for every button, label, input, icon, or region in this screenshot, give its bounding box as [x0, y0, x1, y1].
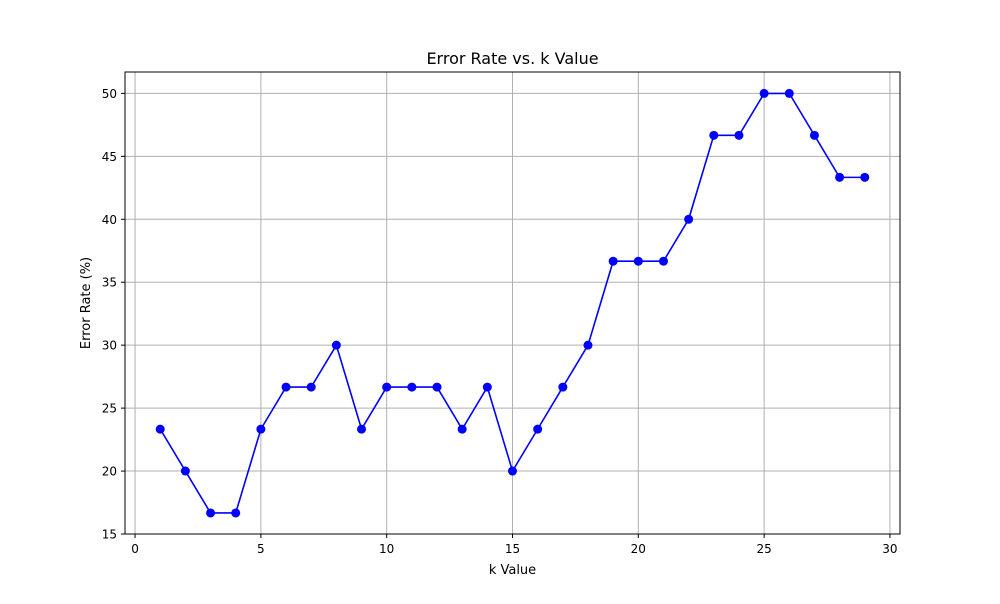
- y-tick-label: 15: [102, 528, 117, 542]
- chart-title: Error Rate vs. k Value: [426, 49, 598, 68]
- data-point: [860, 172, 870, 182]
- data-point: [533, 424, 543, 434]
- data-point: [155, 424, 165, 434]
- x-tick-label: 20: [631, 542, 646, 556]
- data-point: [583, 340, 593, 350]
- y-tick-label: 25: [102, 402, 117, 416]
- x-tick-label: 15: [505, 542, 520, 556]
- series-layer: [155, 88, 870, 518]
- data-point: [331, 340, 341, 350]
- data-point: [759, 88, 769, 98]
- data-point: [508, 466, 517, 476]
- data-point: [231, 508, 241, 518]
- data-point: [734, 130, 744, 140]
- data-point: [180, 466, 190, 476]
- data-point: [784, 88, 794, 98]
- x-tick-label: 0: [131, 542, 139, 556]
- data-point: [658, 256, 668, 266]
- data-point: [835, 172, 845, 182]
- data-point: [382, 382, 392, 392]
- data-point: [633, 256, 643, 266]
- data-point: [357, 424, 367, 434]
- x-tick-label: 30: [882, 542, 897, 556]
- y-tick-label: 30: [102, 339, 117, 353]
- x-tick-label: 25: [756, 542, 771, 556]
- y-tick-label: 45: [102, 150, 117, 164]
- data-point: [608, 256, 618, 266]
- y-tick-label: 35: [102, 276, 117, 290]
- tick-layer: 0 5 10 15 20 25 30 15 20 25 30 35 40 45 50: [102, 87, 898, 556]
- grid-layer: [125, 72, 900, 535]
- y-tick-label: 50: [102, 87, 117, 101]
- data-point: [457, 424, 467, 434]
- data-point: [684, 214, 694, 224]
- data-point: [709, 130, 719, 140]
- x-tick-label: 5: [257, 542, 265, 556]
- x-axis-label: k Value: [489, 563, 536, 578]
- y-tick-label: 20: [102, 465, 117, 479]
- x-tick-label: 10: [379, 542, 394, 556]
- data-point: [432, 382, 442, 392]
- data-point: [206, 508, 216, 518]
- data-point: [407, 382, 417, 392]
- y-tick-label: 40: [102, 213, 117, 227]
- data-point: [306, 382, 316, 392]
- data-point: [256, 424, 266, 434]
- y-axis-label: Error Rate (%): [79, 257, 94, 349]
- data-point: [809, 130, 819, 140]
- data-point: [482, 382, 492, 392]
- data-point: [558, 382, 568, 392]
- data-point: [281, 382, 291, 392]
